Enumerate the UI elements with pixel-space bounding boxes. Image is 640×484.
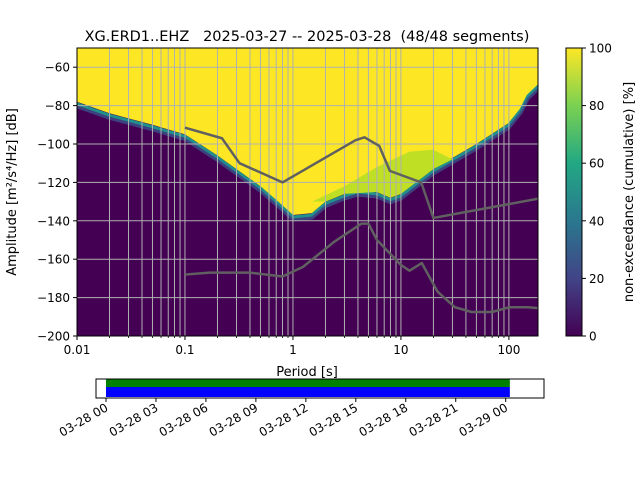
- partial-exceedance-region: [311, 149, 453, 202]
- colorbar-tick-label: 0: [589, 330, 597, 344]
- nhnm-line: [184, 126, 538, 220]
- colorbar: [565, 47, 583, 337]
- colorbar-tick-label: 100: [589, 42, 612, 56]
- y-tick-label: −140: [37, 214, 70, 228]
- colorbar-tick-label: 20: [589, 272, 604, 286]
- time-tick-label: 03-28 00: [57, 400, 111, 439]
- processed-coverage-bar: [105, 379, 510, 387]
- y-tick-label: −80: [45, 99, 70, 113]
- time-tick-label: 03-28 18: [357, 400, 411, 439]
- y-tick-label: −180: [37, 291, 70, 305]
- time-tick-label: 03-28 09: [207, 400, 261, 439]
- colorbar-tick-label: 60: [589, 157, 604, 171]
- ppsd-plot-area: [77, 48, 538, 336]
- colorbar-tick-label: 40: [589, 214, 604, 228]
- x-tick-label: 10: [393, 343, 408, 357]
- x-tick-label: 0.1: [175, 343, 194, 357]
- nlnm-line: [184, 222, 538, 314]
- time-tick-label: 03-28 03: [107, 400, 161, 439]
- y-tick-label: −200: [37, 330, 70, 344]
- y-tick-label: −120: [37, 176, 70, 190]
- time-tick-label: 03-28 21: [407, 400, 461, 439]
- colorbar-tick-label: 80: [589, 99, 604, 113]
- time-tick-label: 03-29 00: [456, 400, 510, 439]
- x-tick-label: 100: [497, 343, 520, 357]
- x-axis-label: Period [s]: [276, 365, 338, 380]
- time-tick-label: 03-28 12: [257, 400, 311, 439]
- time-tick-label: 03-28 06: [157, 400, 211, 439]
- y-tick-label: −160: [37, 253, 70, 267]
- data-coverage-bar-fill: [105, 387, 510, 397]
- x-tick-label: 0.01: [64, 343, 91, 357]
- coverage-frame: [95, 378, 545, 399]
- colorbar-label: non-exceedance (cumulative) [%]: [622, 82, 637, 302]
- y-tick-label: −60: [45, 61, 70, 75]
- time-tick-label: 03-28 15: [307, 400, 361, 439]
- chart-title: XG.ERD1..EHZ 2025-03-27 -- 2025-03-28 (4…: [85, 29, 530, 45]
- y-tick-label: −100: [37, 138, 70, 152]
- plot-frame: [76, 47, 539, 337]
- y-axis-label: Amplitude [m²/s⁴/Hz] [dB]: [5, 108, 20, 276]
- x-tick-label: 1: [289, 343, 297, 357]
